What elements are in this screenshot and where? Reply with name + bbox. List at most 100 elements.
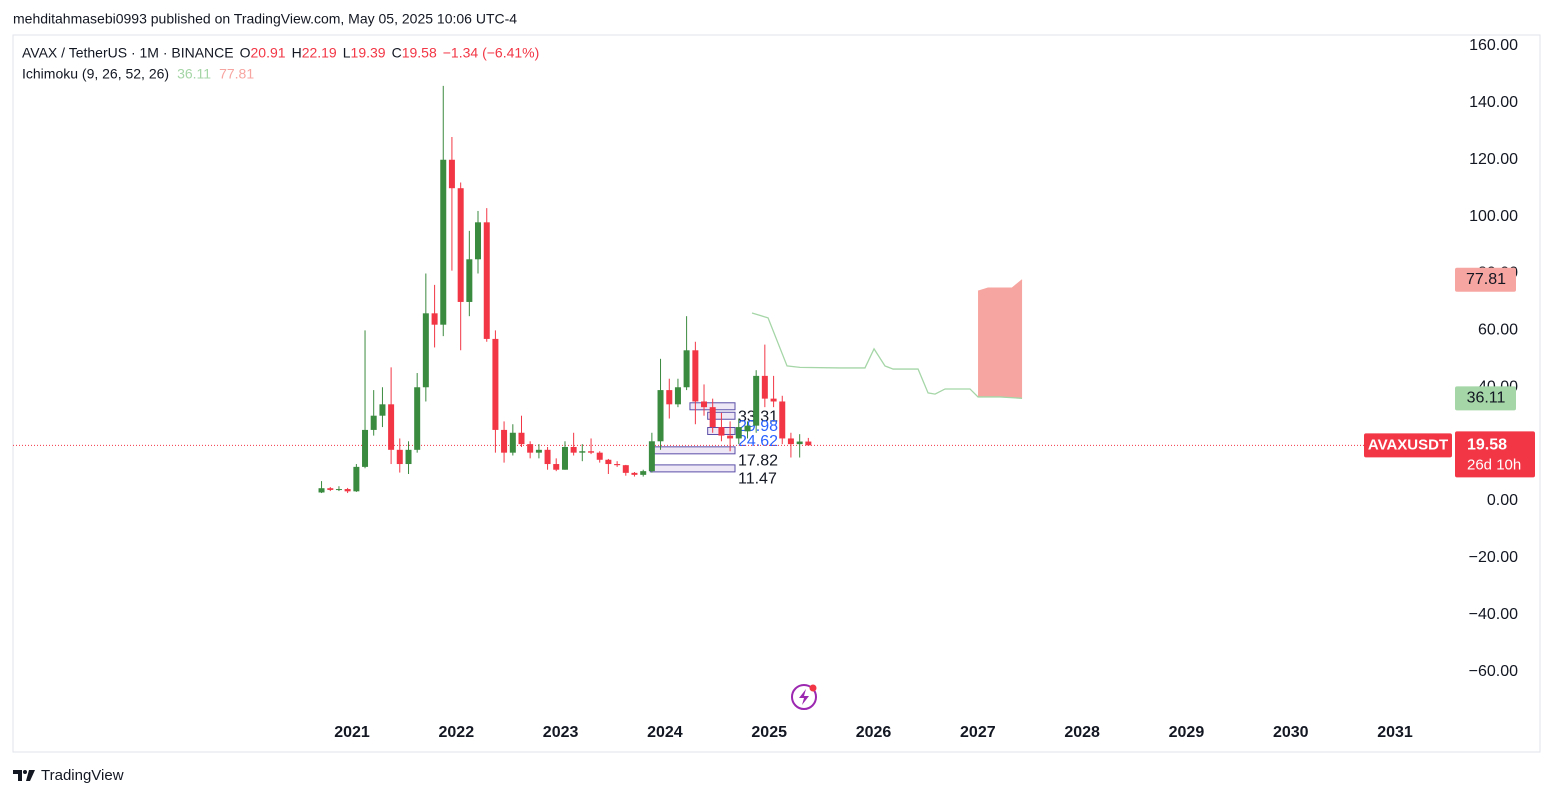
- candle-body: [318, 488, 325, 493]
- x-tick-label: 2031: [1377, 724, 1413, 741]
- candle-body: [753, 375, 760, 426]
- candle-body: [701, 401, 708, 408]
- candle-body: [596, 452, 603, 460]
- span-a-badge: 36.11: [1467, 390, 1506, 407]
- candle-body: [509, 432, 516, 453]
- ohlc-key: O: [240, 45, 251, 61]
- candle-body: [787, 438, 794, 445]
- candle-body: [388, 404, 395, 450]
- ohlc-value: 20.91: [251, 45, 286, 61]
- ohlc-key: L: [343, 45, 351, 61]
- ohlc-key: C: [392, 45, 402, 61]
- legend: AVAX / TetherUS · 1M · BINANCE Ichimoku …: [22, 45, 539, 82]
- indicator-value: 36.11: [177, 66, 211, 82]
- candle-body: [570, 446, 577, 453]
- ohlc-key: H: [292, 45, 302, 61]
- footer-logo: TradingView: [13, 767, 124, 784]
- level-box: [649, 464, 736, 473]
- candle-body: [518, 432, 525, 445]
- candle-body: [770, 398, 777, 402]
- x-tick-label: 2028: [1064, 724, 1100, 741]
- candle-body: [614, 464, 621, 466]
- candle-body: [648, 441, 655, 472]
- candle-body: [474, 222, 481, 260]
- candle-body: [588, 451, 595, 453]
- chart-frame: [12, 34, 1541, 753]
- y-tick-label: 0.00: [1487, 492, 1518, 509]
- span-a-badge-bg: [1455, 386, 1516, 411]
- alert-icon[interactable]: [791, 684, 817, 710]
- span-b-badge: 77.81: [1466, 271, 1506, 288]
- candle-body: [561, 446, 568, 470]
- candle-body: [727, 435, 734, 439]
- candle-body: [692, 350, 699, 402]
- x-tick-label: 2024: [647, 724, 683, 741]
- candle-body: [501, 429, 508, 453]
- x-tick-label: 2026: [856, 724, 892, 741]
- candle-body: [527, 444, 534, 453]
- span-b-badge-bg: [1455, 267, 1516, 292]
- candle-body: [422, 313, 429, 388]
- ichimoku-span-b: [977, 279, 1023, 292]
- candle-body: [735, 427, 742, 439]
- candle-body: [631, 472, 638, 475]
- candle-body: [718, 427, 725, 436]
- candle-body: [327, 488, 334, 490]
- candle-body: [579, 451, 586, 453]
- candle-body: [553, 464, 560, 470]
- symbol-badge-bg: [1364, 433, 1452, 458]
- x-tick-label: 2029: [1169, 724, 1205, 741]
- brand: TradingView: [41, 767, 124, 784]
- candle-body: [379, 404, 386, 416]
- x-tick-label: 2025: [751, 724, 787, 741]
- candle-body: [761, 375, 768, 399]
- candle-body: [535, 449, 542, 453]
- x-tick-label: 2022: [439, 724, 475, 741]
- level-box: [649, 446, 736, 455]
- candle-body: [805, 441, 812, 446]
- level-label: 17.82: [738, 453, 778, 470]
- y-tick-label: 140.00: [1469, 94, 1518, 111]
- candle-body: [448, 159, 455, 189]
- candle-body: [483, 222, 490, 339]
- candle-body: [335, 489, 342, 491]
- candle-body: [605, 459, 612, 465]
- candle-body: [622, 465, 629, 473]
- candle-body: [640, 471, 647, 475]
- candle-body: [709, 407, 716, 428]
- y-tick-label: 100.00: [1469, 208, 1518, 225]
- x-tick-label: 2027: [960, 724, 996, 741]
- countdown: 26d 10h: [1467, 456, 1521, 473]
- candle-body: [405, 449, 412, 465]
- candle-body: [744, 425, 751, 432]
- x-tick-label: 2023: [543, 724, 579, 741]
- ichimoku-cloud: [978, 279, 1023, 399]
- ichimoku-span-a: [751, 312, 1023, 399]
- candle-body: [353, 466, 360, 492]
- y-tick-label: 60.00: [1478, 322, 1518, 339]
- indicator-value: 77.81: [219, 66, 254, 82]
- candle-body: [414, 387, 421, 450]
- candle-body: [674, 387, 681, 405]
- ohlc-value: 19.58: [402, 45, 437, 61]
- x-tick-label: 2030: [1273, 724, 1309, 741]
- ohlc-value: 22.19: [302, 45, 337, 61]
- candle-body: [431, 313, 438, 325]
- change: −1.34 (−6.41%): [443, 45, 540, 61]
- candle-body: [457, 188, 464, 302]
- y-tick-label: −40.00: [1469, 606, 1518, 623]
- level-label: 11.47: [738, 471, 777, 488]
- level-label: 24.62: [738, 433, 778, 450]
- candle-body: [440, 159, 447, 325]
- y-tick-label: −60.00: [1469, 663, 1518, 680]
- candle-body: [492, 338, 499, 430]
- price-badge-bg: [1455, 431, 1535, 478]
- y-tick-label: −20.00: [1469, 549, 1518, 566]
- x-tick-label: 2021: [334, 724, 370, 741]
- candle-body: [666, 390, 673, 405]
- ohlc-value: 19.39: [351, 45, 386, 61]
- candle-body: [544, 449, 551, 465]
- candle-body: [796, 441, 803, 445]
- candle-body: [683, 350, 690, 388]
